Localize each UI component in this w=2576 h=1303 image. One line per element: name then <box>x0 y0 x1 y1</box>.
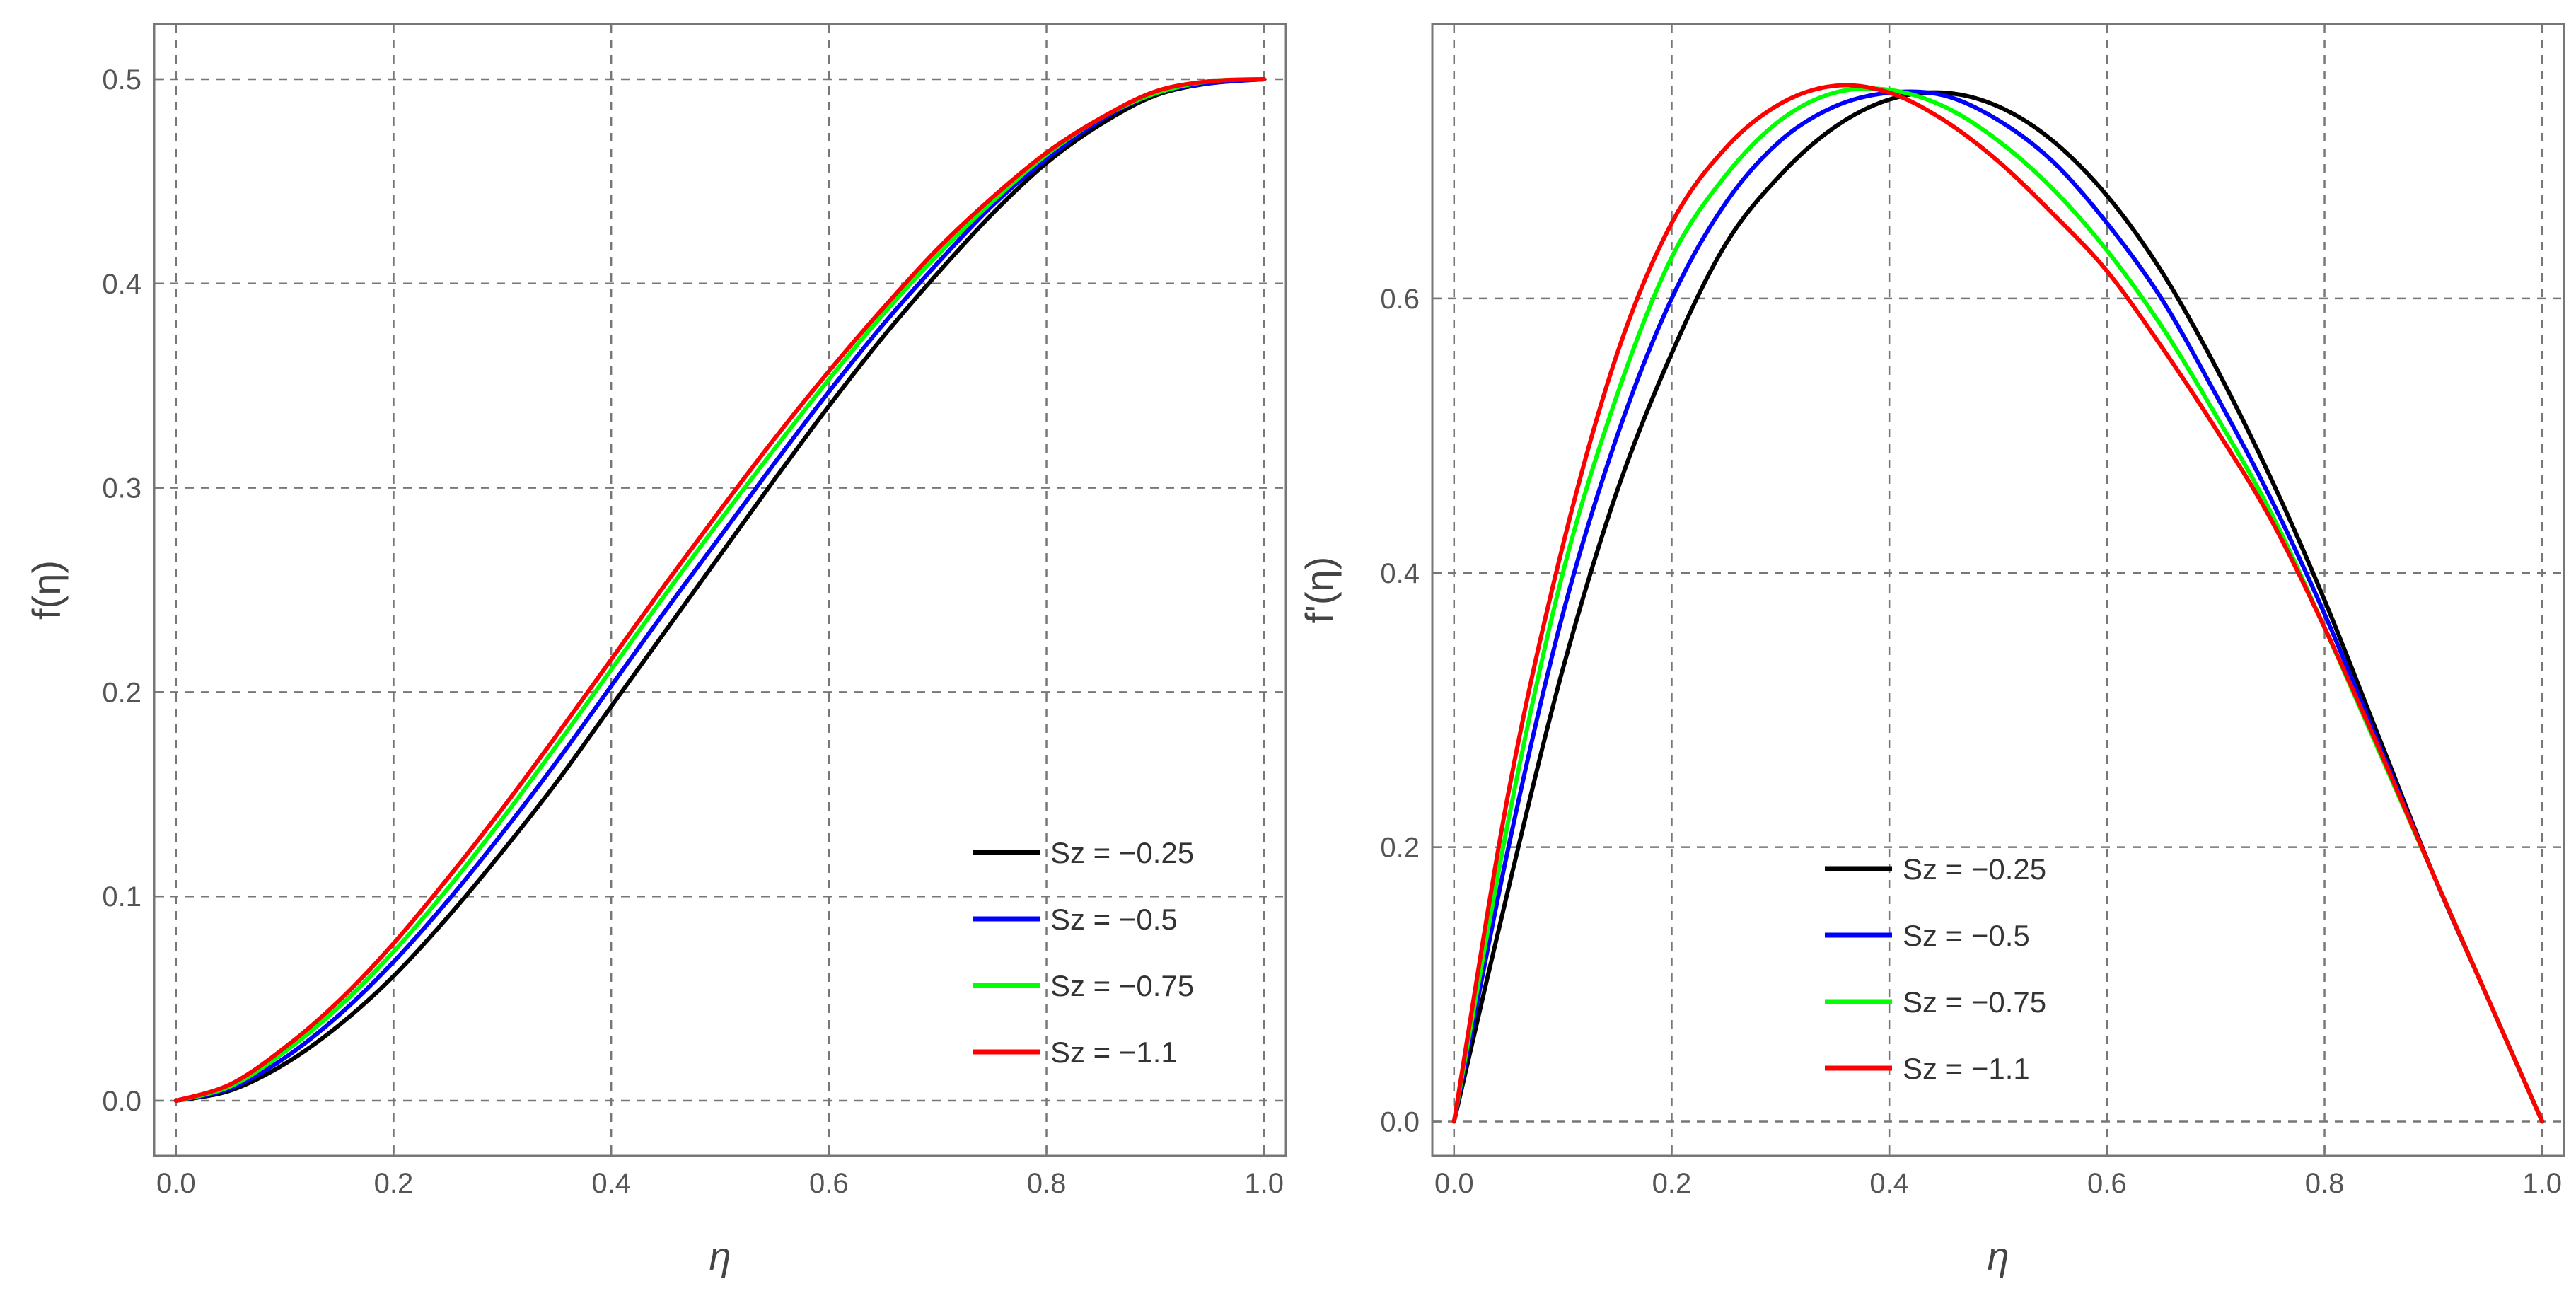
right-plot-frame <box>1431 23 2565 1157</box>
right-x-tick-label: 0.6 <box>2087 1168 2127 1199</box>
left-y-tick-label: 0.5 <box>102 64 141 95</box>
left-x-axis-label: η <box>709 1234 731 1278</box>
right-y-tick-label: 0.4 <box>1380 558 1420 589</box>
right-legend-label-1: Sz = −0.5 <box>1903 919 2030 952</box>
left-x-tick-label: 1.0 <box>1244 1168 1284 1199</box>
left-x-tick-label: 0.6 <box>809 1168 849 1199</box>
left-x-tick-label: 0.8 <box>1027 1168 1067 1199</box>
right-legend-label-0: Sz = −0.25 <box>1903 852 2046 886</box>
left-y-tick-label: 0.0 <box>102 1086 141 1117</box>
left-legend: Sz = −0.25 Sz = −0.5 Sz = −0.75 Sz = −1.1 <box>973 836 1194 1069</box>
right-x-tick-label: 0.8 <box>2305 1168 2345 1199</box>
right-legend: Sz = −0.25 Sz = −0.5 Sz = −0.75 Sz = −1.1 <box>1825 852 2046 1085</box>
right-ticks: 0.0 0.2 0.4 0.6 0.8 1.0 0.0 0.2 0.4 0.6 <box>1380 284 2562 1199</box>
left-x-tick-label: 0.4 <box>591 1168 631 1199</box>
right-y-axis-label: f'(η) <box>1297 557 1342 624</box>
right-y-tick-label: 0.2 <box>1380 833 1420 864</box>
right-x-tick-label: 0.0 <box>1434 1168 1474 1199</box>
left-gridlines <box>154 24 1286 1156</box>
left-series-line-0 <box>173 77 1267 1103</box>
right-legend-label-2: Sz = −0.75 <box>1903 985 2046 1019</box>
right-chart: 0.0 0.2 0.4 0.6 0.8 1.0 0.0 0.2 0.4 0.6 Sz = −0.2… <box>1297 23 2565 1278</box>
right-series <box>1451 83 2545 1124</box>
left-series <box>173 77 1267 1103</box>
right-x-tick-label: 0.4 <box>1869 1168 1909 1199</box>
left-chart: 0.0 0.2 0.4 0.6 0.8 1.0 0.0 0.1 0.2 0.3 0.4 0.5 Sz … <box>24 23 1287 1278</box>
right-y-tick-label: 0.6 <box>1380 284 1420 315</box>
right-gridlines <box>1432 24 2564 1156</box>
left-x-tick-label: 0.0 <box>156 1168 196 1199</box>
right-legend-label-3: Sz = −1.1 <box>1903 1052 2030 1085</box>
left-legend-label-1: Sz = −0.5 <box>1050 903 1178 936</box>
right-x-tick-label: 0.2 <box>1652 1168 1692 1199</box>
left-series-line-1 <box>173 77 1267 1103</box>
left-y-axis-label: f(η) <box>24 560 69 620</box>
left-y-tick-label: 0.3 <box>102 473 141 504</box>
left-legend-label-0: Sz = −0.25 <box>1050 836 1194 869</box>
left-series-line-2 <box>173 77 1267 1103</box>
right-series-line-1 <box>1451 89 2545 1124</box>
right-x-axis-label: η <box>1987 1234 2009 1278</box>
right-series-line-0 <box>1451 90 2545 1124</box>
left-ticks: 0.0 0.2 0.4 0.6 0.8 1.0 0.0 0.1 0.2 0.3 0.4 0.5 <box>102 64 1284 1199</box>
left-y-tick-label: 0.4 <box>102 269 141 300</box>
left-legend-label-3: Sz = −1.1 <box>1050 1036 1178 1069</box>
left-y-tick-label: 0.2 <box>102 677 141 708</box>
right-y-tick-label: 0.0 <box>1380 1107 1420 1138</box>
left-y-tick-label: 0.1 <box>102 881 141 913</box>
left-series-line-3 <box>173 77 1267 1103</box>
left-x-tick-label: 0.2 <box>374 1168 414 1199</box>
right-series-line-3 <box>1451 83 2545 1124</box>
left-plot-frame <box>153 23 1287 1157</box>
left-legend-label-2: Sz = −0.75 <box>1050 969 1194 1002</box>
right-x-tick-label: 1.0 <box>2522 1168 2562 1199</box>
right-series-line-2 <box>1451 86 2545 1124</box>
